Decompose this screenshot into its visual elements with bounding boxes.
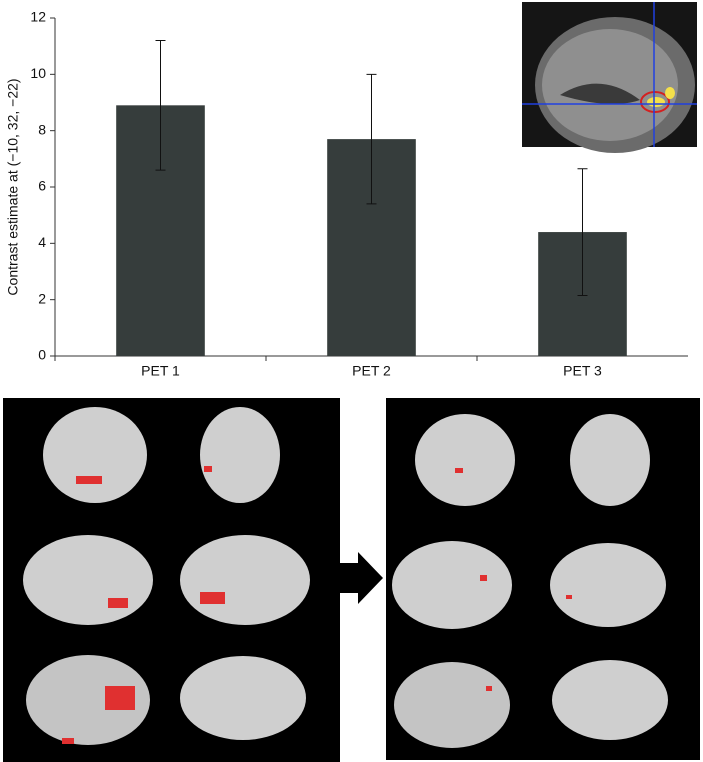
brain-panel-before <box>3 398 340 762</box>
error-bar <box>577 168 588 296</box>
plot: 0 2 4 6 8 10 12 PET 1 PET 2 PET 3 <box>30 9 688 379</box>
y-tick-label: 2 <box>38 290 46 306</box>
y-axis-label: Contrast estimate at (−10, 32, −22) <box>5 78 21 295</box>
error-bar <box>155 40 166 171</box>
y-tick-label: 4 <box>38 234 46 250</box>
y-tick-label: 10 <box>30 65 46 81</box>
y-tick-label: 12 <box>30 9 46 25</box>
brain-panel-after <box>386 398 700 760</box>
x-tick-label: PET 3 <box>563 363 602 379</box>
mri-inset <box>522 2 697 153</box>
y-tick-label: 0 <box>38 347 46 363</box>
x-tick-label: PET 2 <box>352 363 391 379</box>
error-bar <box>366 73 377 205</box>
y-tick-label: 8 <box>38 121 46 137</box>
arrow <box>320 552 383 604</box>
x-tick-label: PET 1 <box>141 363 180 379</box>
y-tick-label: 6 <box>38 178 46 194</box>
